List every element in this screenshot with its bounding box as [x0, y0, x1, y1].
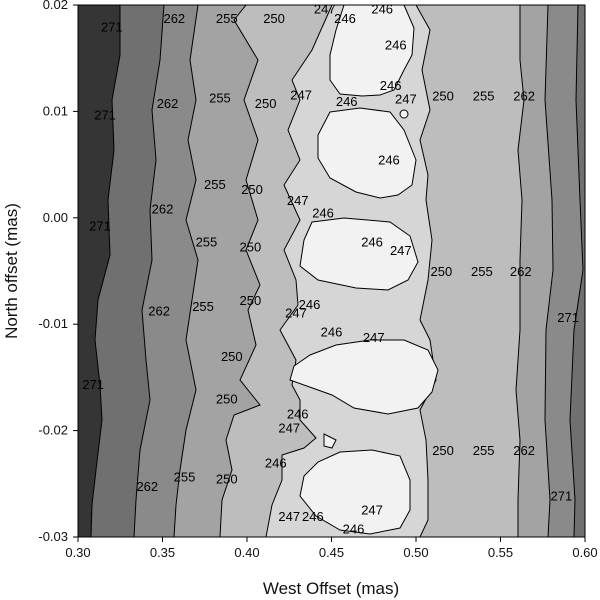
y-axis: 0.02 0.01 0.00 -0.01 -0.02 -0.03	[38, 0, 78, 544]
y-tick-label: 0.01	[43, 103, 68, 118]
x-axis-title: West Offset (mas)	[263, 579, 399, 598]
contour-label-255: 255	[209, 91, 231, 106]
x-tick-label: 0.30	[65, 545, 90, 560]
minimum-region-2	[317, 107, 417, 199]
contour-label-250: 250	[216, 472, 238, 487]
y-tick-label: -0.02	[38, 423, 68, 438]
contour-label-246: 246	[265, 456, 287, 471]
contour-label-250: 250	[430, 264, 452, 279]
contour-label-255: 255	[174, 469, 196, 484]
x-tick-label: 0.40	[234, 545, 259, 560]
contour-label-246: 246	[371, 1, 393, 16]
contour-label-262: 262	[163, 11, 185, 26]
x-tick-label: 0.60	[572, 545, 597, 560]
contour-label-246: 246	[385, 37, 407, 52]
minimum-region-1	[329, 5, 415, 97]
contour-label-250: 250	[240, 293, 262, 308]
contour-label-246: 246	[321, 325, 343, 340]
contour-label-250: 250	[240, 240, 262, 255]
y-tick-label: -0.03	[38, 529, 68, 544]
contour-label-271: 271	[82, 377, 104, 392]
contour-label-247: 247	[395, 92, 417, 107]
x-tick-label: 0.35	[150, 545, 175, 560]
contour-label-262: 262	[136, 479, 158, 494]
contour-label-271: 271	[101, 19, 123, 34]
band-below-246	[289, 5, 439, 535]
contour-label-250: 250	[432, 89, 454, 104]
contour-label-255: 255	[216, 11, 238, 26]
contour-label-262: 262	[510, 264, 532, 279]
y-tick-label: -0.01	[38, 316, 68, 331]
contour-label-246: 246	[343, 522, 365, 537]
minimum-region-4	[289, 339, 439, 415]
contour-label-250: 250	[432, 443, 454, 458]
contour-label-250: 250	[221, 349, 243, 364]
contour-label-246: 246	[312, 206, 334, 221]
contour-label-247: 247	[278, 509, 300, 524]
contour-label-255: 255	[192, 299, 214, 314]
contour-label-247: 247	[314, 1, 336, 16]
contour-label-250: 250	[255, 96, 277, 111]
x-tick-label: 0.45	[319, 545, 344, 560]
contour-label-246: 246	[380, 78, 402, 93]
contour-label-247: 247	[390, 243, 412, 258]
contour-label-262: 262	[513, 443, 535, 458]
contour-label-246: 246	[302, 509, 324, 524]
contour-label-247: 247	[361, 502, 383, 517]
contour-label-262: 262	[148, 303, 170, 318]
contour-label-247: 247	[278, 420, 300, 435]
contour-label-271: 271	[94, 108, 116, 123]
contour-label-255: 255	[196, 234, 218, 249]
contour-label-250: 250	[263, 11, 285, 26]
contour-label-262: 262	[513, 89, 535, 104]
contour-label-255: 255	[471, 264, 493, 279]
y-tick-label: 0.02	[43, 0, 68, 12]
contour-label-246: 246	[299, 297, 321, 312]
minimum-region-3	[299, 217, 419, 291]
contour-label-247: 247	[290, 87, 312, 102]
contour-label-246: 246	[361, 234, 383, 249]
x-tick-label: 0.50	[403, 545, 428, 560]
y-tick-label: 0.00	[43, 210, 68, 225]
contour-label-271: 271	[89, 218, 111, 233]
contour-label-247: 247	[363, 330, 385, 345]
contour-label-262: 262	[152, 201, 174, 216]
x-axis: 0.30 0.35 0.40 0.45 0.50 0.55 0.60	[65, 537, 598, 560]
y-axis-title: North offset (mas)	[2, 203, 21, 339]
contour-label-271: 271	[557, 310, 579, 325]
contour-label-247: 247	[287, 193, 309, 208]
contour-label-246: 246	[378, 152, 400, 167]
contour-label-255: 255	[473, 443, 495, 458]
contour-label-255: 255	[473, 89, 495, 104]
contour-label-250: 250	[216, 392, 238, 407]
minimum-region-7	[399, 109, 409, 119]
contour-label-246: 246	[287, 407, 309, 422]
x-tick-label: 0.55	[488, 545, 513, 560]
contour-label-246: 246	[334, 11, 356, 26]
contour-label-262: 262	[157, 96, 179, 111]
contour-label-255: 255	[204, 177, 226, 192]
minimum-region-5	[323, 433, 337, 449]
contour-label-246: 246	[336, 94, 358, 109]
contour-label-271: 271	[550, 489, 572, 504]
minimum-region-6	[299, 449, 411, 535]
contour-label-250: 250	[241, 182, 263, 197]
contour-label-247: 247	[285, 306, 307, 321]
